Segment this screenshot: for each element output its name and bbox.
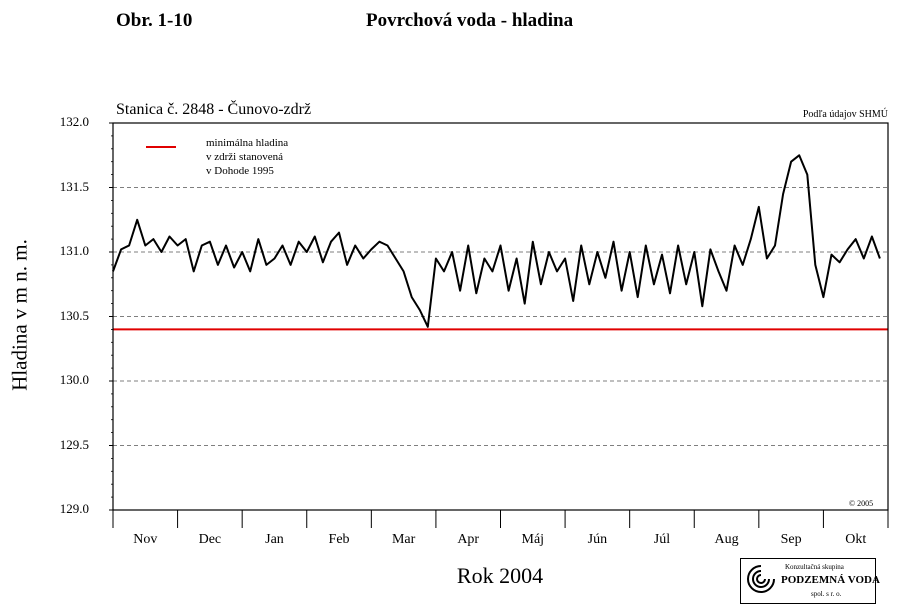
grid-lines xyxy=(113,187,888,446)
chart-title: Povrchová voda - hladina xyxy=(366,10,574,31)
logo-swirl-icon xyxy=(747,565,775,593)
logo-sub-text: spol. s r. o. xyxy=(811,590,842,598)
y-tick-label: 129.5 xyxy=(59,436,89,452)
legend-line-1: minimálna hladina xyxy=(206,137,289,149)
logo-top-text: Konzultačná skupina xyxy=(785,563,844,571)
x-tick-label: Jún xyxy=(587,532,608,547)
x-tick-label: Apr xyxy=(457,532,480,547)
y-tick-label: 131.5 xyxy=(59,178,89,194)
y-tick-label: 129.0 xyxy=(59,501,89,516)
x-tick-label: Júl xyxy=(653,532,671,547)
legend-line-2: v zdrži stanovená xyxy=(206,151,283,163)
company-logo: Konzultačná skupina PODZEMNÁ VODA spol. … xyxy=(740,558,880,604)
x-tick-label: Sep xyxy=(780,532,802,547)
series-line-water-level xyxy=(112,154,881,328)
logo-main-text: PODZEMNÁ VODA xyxy=(781,574,880,586)
y-axis-label: Hladina v m n. m. xyxy=(7,239,32,391)
y-tick-label: 130.5 xyxy=(59,307,89,323)
x-tick-label: Mar xyxy=(391,532,416,547)
y-tick-label: 131.0 xyxy=(59,243,89,258)
figure-label: Obr. 1-10 xyxy=(116,10,193,31)
x-tick-label: Dec xyxy=(198,532,222,547)
series-layer xyxy=(112,154,881,328)
y-tick-label: 130.0 xyxy=(59,372,89,387)
axes xyxy=(109,122,889,528)
legend-label: minimálna hladina v zdrži stanovená v Do… xyxy=(206,136,376,178)
x-tick-label: Nov xyxy=(133,532,158,547)
source-note: Podľa údajov SHMÚ xyxy=(802,109,888,120)
x-tick-label: Aug xyxy=(714,532,739,547)
x-axis-label: Rok 2004 xyxy=(456,563,544,588)
copyright-note: © 2005 xyxy=(849,499,874,508)
station-label: Stanica č. 2848 - Čunovo-zdrž xyxy=(116,101,312,118)
legend-line-3: v Dohode 1995 xyxy=(206,165,274,177)
x-tick-label: Máj xyxy=(521,532,545,547)
y-tick-label: 132.0 xyxy=(59,114,89,129)
x-tick-label: Jan xyxy=(265,532,284,547)
legend-swatch xyxy=(146,146,176,148)
x-tick-label: Okt xyxy=(845,532,867,547)
x-tick-label: Feb xyxy=(328,532,350,547)
